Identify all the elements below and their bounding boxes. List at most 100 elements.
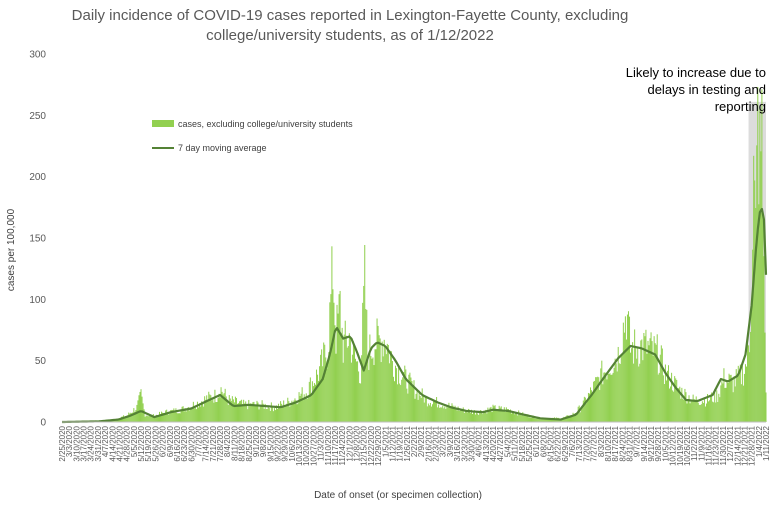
daily-bar: [688, 395, 690, 422]
daily-bar: [645, 329, 647, 422]
daily-bar: [529, 417, 531, 422]
daily-bar: [213, 402, 215, 422]
daily-bar: [510, 413, 513, 422]
daily-bar: [726, 380, 728, 422]
daily-bar: [495, 410, 497, 422]
daily-bar: [631, 348, 633, 422]
daily-bar: [698, 404, 700, 422]
daily-bar: [641, 339, 643, 422]
daily-bar: [422, 394, 424, 422]
daily-bar: [515, 411, 517, 422]
daily-bar: [694, 399, 696, 422]
chart-title-line-2: college/university students, as of 1/12/…: [206, 27, 494, 44]
daily-bar: [672, 390, 674, 422]
daily-bar: [488, 410, 490, 422]
daily-bar: [240, 400, 242, 422]
daily-bar: [393, 381, 396, 422]
x-tick-label: 6/23/2020: [180, 425, 189, 461]
daily-bar: [729, 375, 731, 422]
daily-bar: [419, 395, 421, 422]
x-tick-label: 3/10/2020: [72, 425, 81, 461]
daily-bar: [349, 337, 351, 422]
daily-bar: [671, 372, 673, 422]
daily-bar: [448, 402, 450, 422]
daily-bar: [697, 402, 699, 422]
daily-bar: [760, 151, 762, 422]
daily-bar: [195, 409, 197, 422]
daily-bar: [386, 343, 388, 422]
daily-bar: [662, 375, 664, 422]
x-tick-label: 8/11/2020: [230, 425, 239, 461]
daily-bar: [141, 396, 143, 422]
daily-bar: [507, 409, 509, 422]
daily-bar: [188, 410, 190, 422]
daily-bar: [169, 413, 171, 422]
x-tick-label: 9/29/2020: [281, 425, 290, 461]
daily-bar: [391, 360, 393, 422]
daily-bar: [696, 401, 698, 422]
daily-bar: [291, 400, 293, 422]
y-tick-label: 300: [29, 50, 46, 61]
daily-bar: [343, 334, 345, 422]
daily-bar: [212, 398, 214, 422]
daily-bar: [724, 387, 726, 422]
daily-bar: [536, 418, 538, 422]
x-tick-label: 2/16/2021: [424, 425, 433, 461]
daily-bar: [565, 416, 567, 422]
daily-bar: [664, 364, 666, 422]
x-tick-label: 7/7/2020: [194, 425, 203, 457]
daily-bar: [320, 354, 322, 422]
daily-bar: [256, 400, 258, 422]
daily-bar: [517, 415, 519, 422]
daily-bar: [614, 358, 616, 422]
x-tick-label: 2/23/2021: [432, 425, 441, 461]
daily-bar: [147, 416, 149, 422]
daily-bar: [730, 374, 732, 422]
daily-bar: [193, 408, 195, 422]
daily-bar: [762, 211, 764, 422]
daily-bar: [423, 402, 425, 422]
x-tick-label: 9/15/2020: [266, 425, 275, 461]
daily-bar: [337, 313, 339, 422]
delay-annotation-line-3: reporting: [715, 99, 766, 114]
daily-bar: [398, 366, 400, 422]
daily-bar: [471, 413, 474, 422]
daily-bar: [176, 412, 178, 422]
daily-bar: [262, 403, 264, 422]
daily-bar: [570, 415, 572, 422]
daily-bar: [360, 383, 362, 422]
daily-bar: [733, 376, 735, 422]
daily-bar: [328, 352, 330, 422]
daily-bar: [346, 347, 348, 422]
daily-bar: [701, 401, 703, 422]
daily-bar: [484, 410, 486, 422]
daily-bar: [742, 385, 744, 422]
daily-bar: [504, 411, 506, 422]
daily-bar: [364, 244, 366, 422]
daily-bar: [413, 380, 415, 422]
daily-bar: [358, 371, 360, 422]
daily-bar: [660, 345, 662, 422]
daily-bar: [130, 412, 132, 422]
daily-bar: [263, 408, 265, 422]
daily-bar: [289, 406, 291, 422]
daily-bar: [208, 391, 210, 422]
daily-bar: [528, 417, 530, 422]
daily-bar: [622, 322, 624, 422]
x-tick-label: 10/27/2020: [309, 425, 318, 466]
x-tick-label: 1/4/2022: [755, 425, 764, 457]
daily-bar: [437, 407, 439, 422]
daily-bar: [630, 352, 632, 422]
daily-bar: [674, 376, 676, 422]
legend-swatch-bars: [152, 120, 174, 127]
daily-bar: [612, 372, 614, 422]
daily-bar: [603, 372, 605, 422]
daily-bar: [655, 344, 657, 422]
daily-bar: [718, 393, 720, 422]
daily-bar: [512, 411, 514, 422]
daily-bar: [247, 409, 249, 422]
daily-bar: [235, 398, 237, 422]
daily-bar: [163, 413, 165, 422]
daily-bar: [173, 408, 175, 422]
